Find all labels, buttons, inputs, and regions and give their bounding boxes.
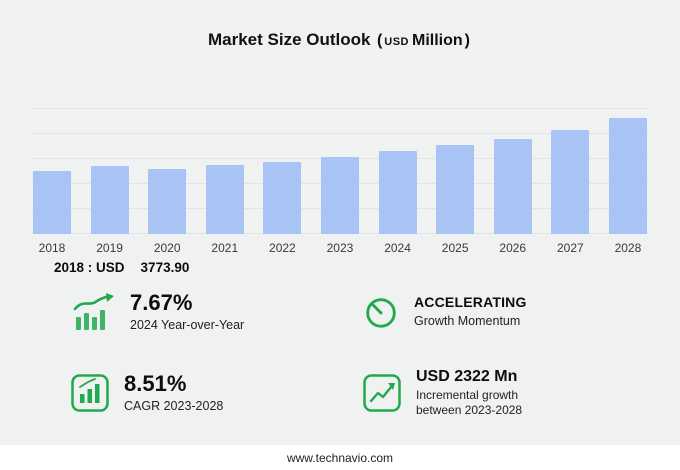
stat-incremental-label: Incremental growth between 2023-2028 xyxy=(416,388,523,418)
bar xyxy=(551,130,590,234)
footer: www.technavio.com xyxy=(0,445,680,470)
bar-column xyxy=(90,166,130,234)
x-axis-label: 2023 xyxy=(326,241,354,255)
stat-cagr-value: 8.51% xyxy=(124,370,187,396)
bar-column xyxy=(608,118,648,234)
title-unit: Million xyxy=(412,32,463,49)
stat-yoy-value: 7.67% xyxy=(130,290,193,315)
stat-cagr-label: CAGR 2023-2028 xyxy=(124,398,224,413)
x-axis-label: 2027 xyxy=(556,241,584,255)
bar xyxy=(148,169,187,234)
bar-column xyxy=(32,171,72,234)
title-unit-currency: USD xyxy=(384,36,409,48)
x-labels: 2018 2019 2020 2021 2022 2023 2024 2025 2026 2027… xyxy=(32,241,648,255)
boxed-line-chart-icon xyxy=(362,373,402,413)
bar-column xyxy=(493,139,533,234)
stat-momentum-label: Growth Momentum xyxy=(414,313,521,328)
x-axis-label: 2024 xyxy=(384,241,411,255)
bar-chart: 2018 2019 2020 2021 2022 2023 2024 2025 2026 2027… xyxy=(32,86,648,255)
x-axis-label: 2026 xyxy=(499,241,527,255)
bars xyxy=(32,86,648,234)
x-axis-label: 2025 xyxy=(441,241,469,255)
stats-grid: 7.67% 2024 Year-over-Year ACCELERATING G… xyxy=(70,290,610,419)
bar xyxy=(608,118,647,234)
x-axis-label: 2018 xyxy=(38,241,66,255)
bar-column xyxy=(320,157,360,234)
base-year-label: 2018 : USD xyxy=(54,260,125,275)
stat-incremental-value: USD 2322 Mn xyxy=(416,367,518,385)
x-axis-label: 2021 xyxy=(211,241,239,255)
title-close-paren: ) xyxy=(464,32,470,49)
stat-cagr: 8.51% CAGR 2023-2028 xyxy=(70,368,362,419)
gauge-icon xyxy=(362,293,400,331)
bar-column xyxy=(378,151,418,234)
stat-yoy-label: 2024 Year-over-Year xyxy=(130,318,245,333)
infographic-page: { "title": { "main": "Market Size Outloo… xyxy=(0,30,680,470)
growth-bars-icon xyxy=(70,291,116,333)
page-title: Market Size Outlook (USD Million) xyxy=(0,30,680,50)
bar-column xyxy=(147,169,187,234)
base-year-value: 3773.90 xyxy=(140,260,190,275)
bar-column xyxy=(262,162,302,234)
bar-column xyxy=(550,130,590,234)
bar xyxy=(263,162,302,234)
bar xyxy=(205,165,244,234)
base-year-annotation: 2018 : USD 3773.90 xyxy=(54,260,680,275)
bar xyxy=(493,139,532,234)
footer-link[interactable]: www.technavio.com xyxy=(286,450,394,465)
boxed-bar-chart-icon xyxy=(70,373,110,413)
x-axis-label: 2022 xyxy=(269,241,296,255)
bar xyxy=(436,145,475,234)
x-axis-label: 2028 xyxy=(614,241,642,255)
bar xyxy=(33,171,71,234)
bar xyxy=(320,157,359,234)
stat-momentum: ACCELERATING Growth Momentum xyxy=(362,291,610,334)
stat-incremental: USD 2322 Mn Incremental growth between 2… xyxy=(362,368,610,419)
bar-column xyxy=(205,165,245,234)
stat-yoy: 7.67% 2024 Year-over-Year xyxy=(70,290,362,334)
stat-momentum-value: ACCELERATING xyxy=(414,294,527,311)
x-axis-label: 2019 xyxy=(96,241,123,255)
x-axis-label: 2020 xyxy=(153,241,181,255)
bar-column xyxy=(435,145,475,234)
title-main: Market Size Outlook xyxy=(208,30,371,49)
bar xyxy=(90,166,129,234)
title-open-paren: ( xyxy=(376,32,383,49)
bar xyxy=(378,151,417,234)
